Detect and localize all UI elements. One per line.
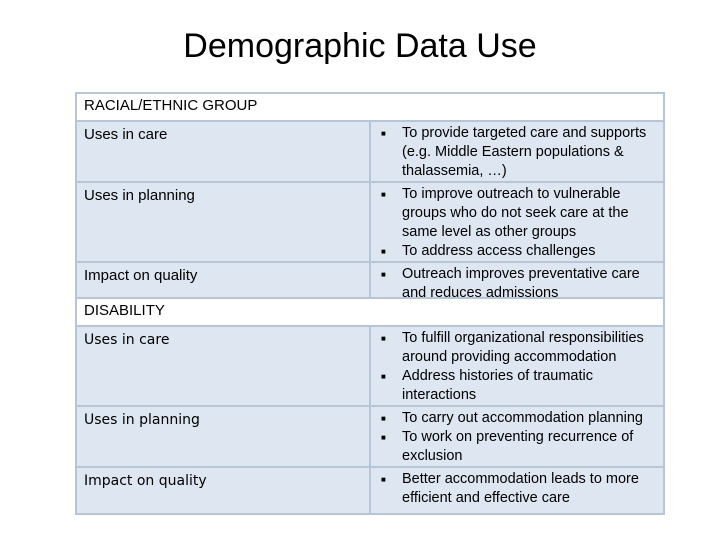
square-bullet-icon: ■ xyxy=(381,129,386,138)
list-item: ■ To carry out accommodation planning xyxy=(379,409,657,428)
square-bullet-icon: ■ xyxy=(381,334,386,343)
row-label: Uses in care xyxy=(75,325,371,407)
bullet-text: To carry out accommodation planning xyxy=(402,410,643,426)
square-bullet-icon: ■ xyxy=(381,270,386,279)
bullet-list: ■ To carry out accommodation planning ■ … xyxy=(379,409,657,466)
bullet-text: To improve outreach to vulnerable groups… xyxy=(402,186,629,240)
list-item: ■ Address histories of traumatic interac… xyxy=(379,367,657,405)
racial-ethnic-table: RACIAL/ETHNIC GROUP Uses in care ■ To pr… xyxy=(75,92,665,307)
square-bullet-icon: ■ xyxy=(381,247,386,256)
bullet-list: ■ To improve outreach to vulnerable grou… xyxy=(379,185,657,261)
list-item: ■ To address access challenges xyxy=(379,242,657,261)
section-header: RACIAL/ETHNIC GROUP xyxy=(75,92,665,122)
row-label: Uses in care xyxy=(75,120,371,183)
bullet-text: Better accommodation leads to more effic… xyxy=(402,471,639,506)
list-item: ■ To provide targeted care and supports … xyxy=(379,124,657,181)
bullet-text: To fulfill organizational responsibiliti… xyxy=(402,330,644,365)
list-item: ■ To improve outreach to vulnerable grou… xyxy=(379,185,657,242)
list-item: ■ To work on preventing recurrence of ex… xyxy=(379,428,657,466)
bullet-text: Address histories of traumatic interacti… xyxy=(402,368,593,403)
square-bullet-icon: ■ xyxy=(381,372,386,381)
row-content: ■ Better accommodation leads to more eff… xyxy=(369,466,665,515)
bullet-text: To work on preventing recurrence of excl… xyxy=(402,429,634,464)
row-content: ■ To improve outreach to vulnerable grou… xyxy=(369,181,665,263)
bullet-text: To address access challenges xyxy=(402,243,596,259)
disability-table: DISABILITY Uses in care ■ To fulfill org… xyxy=(75,297,665,515)
table-row: Impact on quality ■ Better accommodation… xyxy=(75,466,665,515)
table-row: Uses in care ■ To provide targeted care … xyxy=(75,120,665,183)
list-item: ■ Better accommodation leads to more eff… xyxy=(379,470,657,508)
square-bullet-icon: ■ xyxy=(381,433,386,442)
row-label: Impact on quality xyxy=(75,466,371,515)
section-header: DISABILITY xyxy=(75,297,665,327)
row-label: Uses in planning xyxy=(75,405,371,468)
slide-title: Demographic Data Use xyxy=(183,27,537,65)
row-content: ■ To provide targeted care and supports … xyxy=(369,120,665,183)
square-bullet-icon: ■ xyxy=(381,475,386,484)
row-content: ■ To carry out accommodation planning ■ … xyxy=(369,405,665,468)
row-label: Uses in planning xyxy=(75,181,371,263)
list-item: ■ To fulfill organizational responsibili… xyxy=(379,329,657,367)
square-bullet-icon: ■ xyxy=(381,190,386,199)
bullet-list: ■ To provide targeted care and supports … xyxy=(379,124,657,181)
bullet-list: ■ To fulfill organizational responsibili… xyxy=(379,329,657,405)
bullet-text: To provide targeted care and supports (e… xyxy=(402,125,647,179)
square-bullet-icon: ■ xyxy=(381,414,386,423)
bullet-text: Outreach improves preventative care and … xyxy=(402,266,640,301)
row-content: ■ To fulfill organizational responsibili… xyxy=(369,325,665,407)
table-row: Uses in planning ■ To improve outreach t… xyxy=(75,181,665,263)
bullet-list: ■ Outreach improves preventative care an… xyxy=(379,265,657,303)
table-row: Uses in care ■ To fulfill organizational… xyxy=(75,325,665,407)
bullet-list: ■ Better accommodation leads to more eff… xyxy=(379,470,657,508)
list-item: ■ Outreach improves preventative care an… xyxy=(379,265,657,303)
table-row: Uses in planning ■ To carry out accommod… xyxy=(75,405,665,468)
